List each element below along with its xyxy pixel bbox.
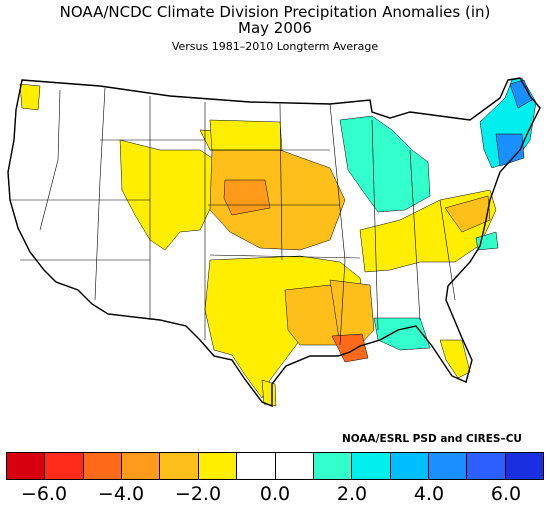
- legend-tick-label: 4.0: [413, 483, 445, 505]
- legend-swatch: [236, 452, 275, 480]
- legend-swatch: [159, 452, 198, 480]
- credit-text: NOAA/ESRL PSD and CIRES–CU: [342, 433, 522, 445]
- legend-tick-label: 2.0: [336, 483, 368, 505]
- region-georgia-florida: [439, 339, 471, 379]
- legend-swatch: [274, 452, 313, 480]
- color-legend: [6, 452, 545, 480]
- precipitation-map: [7, 77, 541, 408]
- legend-tick-label: 6.0: [490, 483, 522, 505]
- region-dakotas: [209, 119, 283, 151]
- legend-swatch: [504, 452, 545, 480]
- region-central-plains: [209, 149, 346, 251]
- legend-tick-label: −6.0: [20, 483, 68, 505]
- region-great-lakes: [339, 115, 431, 213]
- region-maine: [509, 79, 533, 109]
- legend-swatch: [389, 452, 428, 480]
- legend-swatch: [6, 452, 45, 480]
- legend-swatch: [427, 452, 467, 480]
- legend-swatch: [466, 452, 505, 480]
- map-reference: Versus 1981–2010 Longterm Average: [171, 40, 379, 53]
- legend-swatch: [351, 452, 390, 480]
- region-mid-atlantic: [444, 195, 491, 233]
- region-northern-rockies: [119, 139, 216, 251]
- legend-tick-label: −2.0: [174, 483, 222, 505]
- region-washington: [19, 83, 41, 111]
- map-date: May 2006: [238, 19, 312, 37]
- legend-swatch: [82, 452, 122, 480]
- state-borders: [10, 87, 456, 346]
- legend-swatch: [44, 452, 83, 480]
- legend-swatch: [312, 452, 352, 480]
- legend-tick-label: 0.0: [259, 483, 291, 505]
- map-title: NOAA/NCDC Climate Division Precipitation…: [59, 3, 491, 21]
- legend-swatch: [121, 452, 160, 480]
- us-outline-border: [7, 77, 541, 408]
- legend-tick-label: −4.0: [97, 483, 145, 505]
- region-nebraska: [223, 179, 271, 216]
- legend-swatch: [197, 452, 237, 480]
- region-louisiana: [331, 333, 369, 363]
- region-massachusetts: [495, 133, 525, 167]
